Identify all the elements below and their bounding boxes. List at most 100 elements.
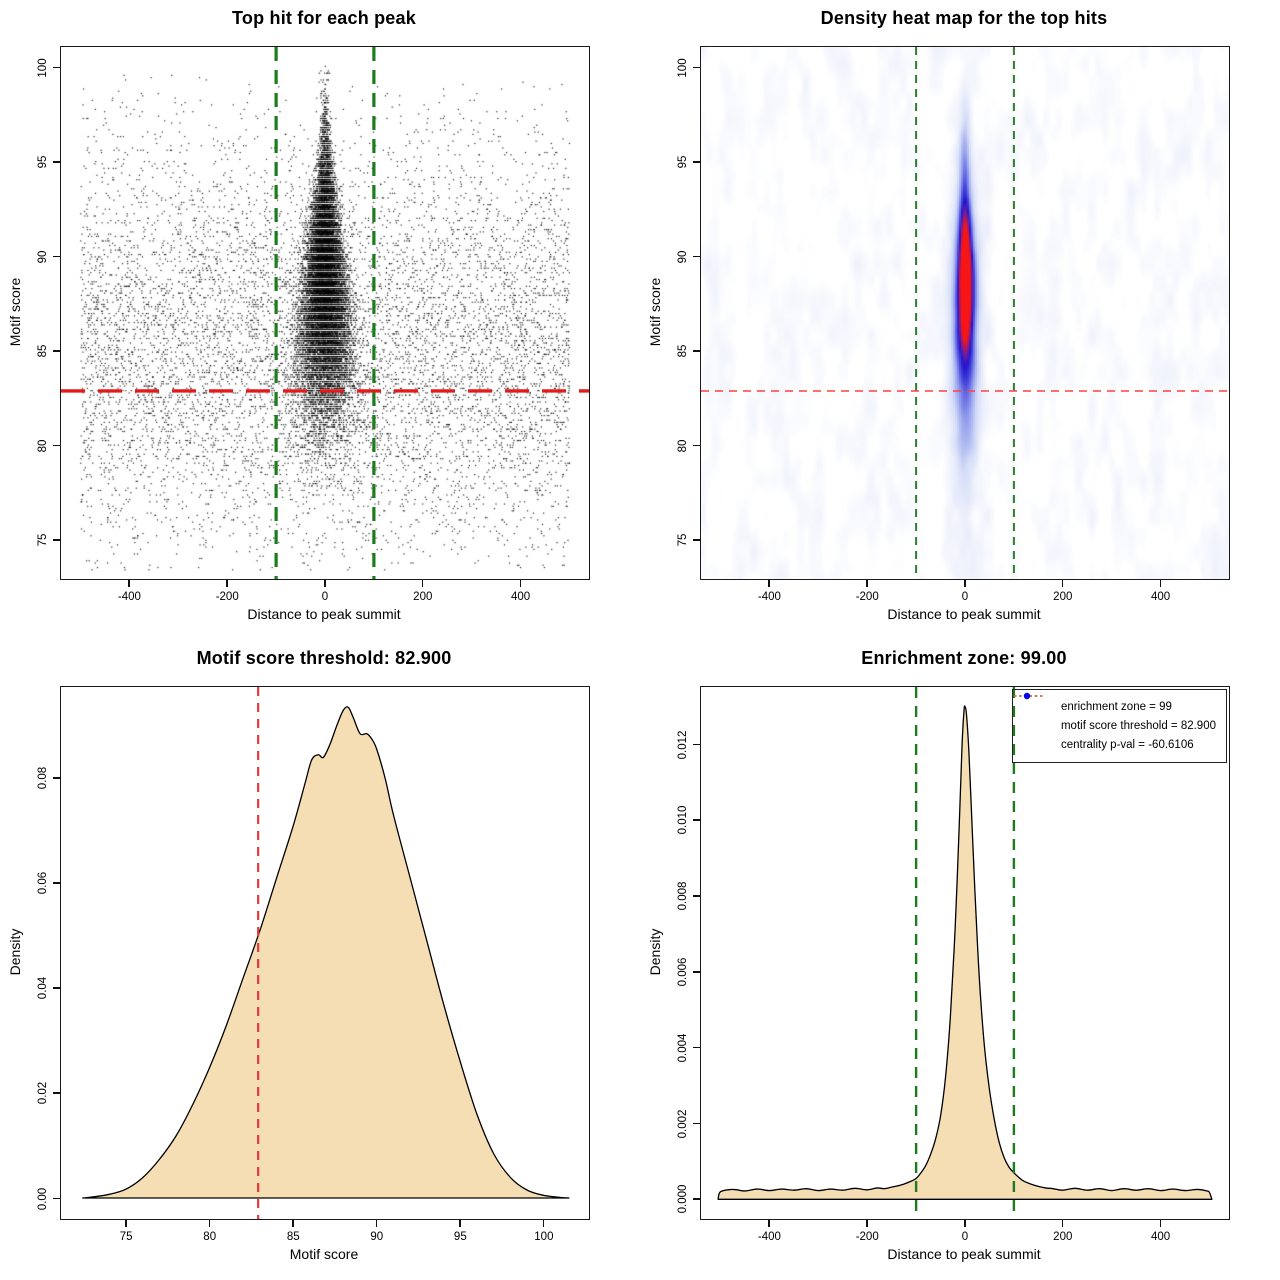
- x-tick-label: 100: [534, 1231, 554, 1243]
- x-tick-mark: [128, 580, 131, 587]
- y-tick-mark: [693, 895, 700, 897]
- panel-title: Motif score threshold: 82.900: [196, 648, 452, 668]
- x-tick-mark: [1159, 580, 1162, 587]
- y-tick-mark: [53, 987, 60, 990]
- y-tick-label: 75: [677, 533, 689, 547]
- y-tick-mark: [53, 539, 60, 541]
- x-tick-label: 85: [286, 1231, 300, 1243]
- x-tick-mark: [964, 1220, 966, 1227]
- y-tick-mark: [693, 1198, 700, 1200]
- y-tick-label: 80: [37, 439, 49, 453]
- y-tick-label: 0.04: [37, 977, 49, 1000]
- y-tick-label: 0.006: [677, 957, 689, 987]
- x-tick-mark: [519, 580, 522, 587]
- x-tick-label: 0: [321, 591, 329, 603]
- x-tick-label: 80: [203, 1231, 217, 1243]
- panel-density-heatmap: Density heat map for the top hits Motif …: [640, 0, 1280, 640]
- x-tick-mark: [768, 580, 771, 587]
- x-tick-mark: [1159, 1220, 1162, 1227]
- x-tick-label: 75: [119, 1231, 133, 1243]
- y-tick-label: 0.002: [677, 1109, 689, 1138]
- x-tick-label: 0: [961, 591, 969, 603]
- y-tick-label: 0.08: [37, 767, 49, 790]
- dotted-line-icon: [1013, 695, 1055, 732]
- x-tick-mark: [1061, 1220, 1064, 1227]
- x-tick-mark: [208, 1220, 211, 1227]
- x-axis-label: Distance to peak summit: [247, 606, 401, 622]
- plot-overlay: [701, 47, 1229, 579]
- y-tick-label: 0.008: [677, 881, 689, 911]
- y-tick-mark: [693, 539, 700, 541]
- y-tick-label: 80: [677, 439, 689, 453]
- y-tick-mark: [53, 777, 60, 779]
- x-tick-label: -200: [855, 1231, 879, 1243]
- y-tick-label: 0.00: [37, 1187, 49, 1210]
- score-density-plot-area: [60, 686, 590, 1220]
- y-tick-label: 75: [37, 533, 49, 547]
- y-tick-label: 0.06: [37, 872, 49, 895]
- centrality-point-icon: [1021, 692, 1055, 751]
- y-tick-label: 100: [37, 58, 49, 78]
- panel-title: Density heat map for the top hits: [820, 8, 1108, 28]
- x-tick-mark: [324, 580, 326, 587]
- y-tick-label: 95: [37, 155, 49, 169]
- y-tick-mark: [53, 882, 60, 884]
- x-axis-label: Distance to peak summit: [887, 1246, 1041, 1262]
- x-tick-mark: [226, 580, 228, 587]
- x-tick-label: 400: [510, 591, 531, 603]
- y-axis-label: Density: [7, 928, 23, 976]
- x-tick-mark: [292, 1220, 294, 1227]
- legend-item-0: enrichment zone = 99: [1013, 695, 1216, 716]
- y-tick-mark: [53, 161, 60, 163]
- x-tick-mark: [375, 1220, 378, 1227]
- scatter-plot-area: [60, 46, 590, 580]
- y-tick-mark: [53, 1092, 60, 1095]
- y-tick-mark: [53, 255, 60, 258]
- plot-overlay: [61, 47, 589, 579]
- x-tick-label: -400: [757, 591, 781, 603]
- x-tick-mark: [768, 1220, 771, 1227]
- x-tick-mark: [459, 1220, 461, 1227]
- x-tick-label: -200: [855, 591, 879, 603]
- y-tick-mark: [53, 350, 60, 352]
- y-axis-label: Motif score: [7, 277, 23, 347]
- x-axis-label: Motif score: [289, 1246, 359, 1262]
- panel-title: Enrichment zone: 99.00: [861, 648, 1067, 668]
- y-axis-label: Motif score: [647, 277, 663, 347]
- panel-position-density: Enrichment zone: 99.00 Density enrichmen…: [640, 640, 1280, 1280]
- x-tick-label: -200: [215, 591, 239, 603]
- y-tick-label: 0.004: [677, 1033, 689, 1063]
- panel-title: Top hit for each peak: [232, 8, 416, 28]
- x-tick-mark: [125, 1220, 127, 1227]
- y-tick-label: 85: [677, 344, 689, 358]
- x-tick-label: 0: [961, 1231, 969, 1243]
- y-tick-mark: [693, 255, 700, 258]
- legend-label: enrichment zone = 99: [1060, 700, 1172, 713]
- x-tick-mark: [866, 580, 868, 587]
- x-tick-mark: [1061, 580, 1064, 587]
- y-tick-mark: [53, 66, 60, 69]
- y-tick-label: 90: [677, 250, 689, 264]
- y-tick-mark: [693, 819, 700, 821]
- dotted-line-icon: [1013, 695, 1055, 713]
- x-tick-mark: [964, 580, 966, 587]
- y-tick-label: 0.02: [37, 1082, 49, 1105]
- plot-overlay: [82, 687, 570, 1219]
- x-tick-mark: [542, 1220, 545, 1227]
- y-tick-label: 0.010: [677, 805, 689, 835]
- x-tick-label: -400: [757, 1231, 781, 1243]
- scatter-canvas: [61, 47, 589, 579]
- x-tick-label: 400: [1150, 1231, 1171, 1243]
- y-tick-mark: [693, 66, 700, 69]
- legend-item-1: motif score threshold = 82.900: [1013, 695, 1216, 735]
- y-tick-label: 0.012: [677, 730, 689, 759]
- legend-item-2: centrality p-val = -60.6106: [1021, 692, 1216, 754]
- y-tick-mark: [693, 444, 700, 447]
- y-tick-mark: [693, 970, 700, 973]
- x-tick-mark: [866, 1220, 868, 1227]
- x-tick-label: -400: [117, 591, 141, 603]
- legend: enrichment zone = 99 motif score threshol…: [1011, 689, 1227, 763]
- y-tick-label: 0.000: [677, 1184, 689, 1214]
- y-tick-mark: [693, 161, 700, 163]
